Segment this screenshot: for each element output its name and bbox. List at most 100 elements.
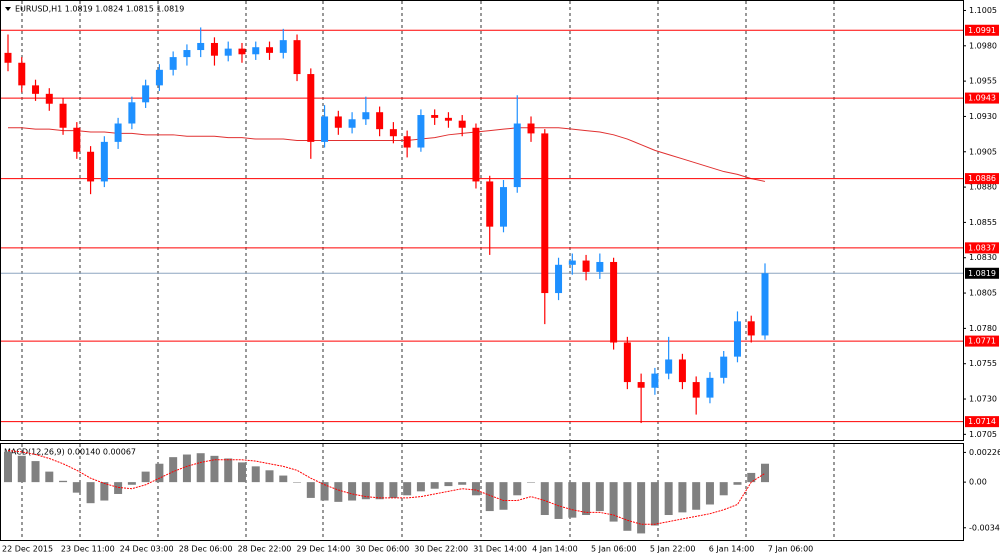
macd-bar [265, 470, 274, 483]
y-tick-label: 1.0755 [969, 359, 997, 368]
candle-body [706, 377, 714, 398]
y-tick-label: 1.0930 [969, 112, 997, 121]
macd-bar [306, 482, 315, 498]
level-label-box [965, 92, 999, 104]
candle-body [541, 133, 549, 294]
y-tick-label: -0.00347 [969, 523, 1000, 532]
level-label-box [965, 24, 999, 36]
candle-body [651, 373, 659, 388]
candle-body [197, 42, 205, 51]
macd-bar [389, 482, 398, 498]
candle-body [665, 359, 673, 374]
macd-bar [403, 482, 412, 496]
candle-body [293, 40, 301, 75]
level-label-box [965, 173, 999, 185]
macd-bar [609, 482, 618, 522]
y-tick-label: 1.0955 [969, 77, 997, 86]
candle-body [376, 112, 384, 130]
candle-body [486, 181, 494, 227]
level-label: 1.0837 [968, 243, 996, 252]
candle-body [720, 356, 728, 378]
level-label: 1.0943 [968, 94, 996, 103]
macd-bar [637, 482, 646, 534]
macd-bar [471, 482, 480, 496]
y-tick-label: 1.0705 [969, 430, 997, 439]
candle-body [472, 127, 480, 182]
candle-body [279, 40, 287, 53]
candle-body [389, 129, 397, 137]
macd-bar [72, 482, 81, 493]
candle-body [582, 260, 590, 272]
level-label-box [965, 416, 999, 428]
macd-bar [747, 472, 756, 483]
menu-icon [5, 7, 11, 11]
macd-bar [623, 482, 632, 531]
candle-body [252, 47, 260, 55]
candle-body [431, 115, 439, 118]
candle-body [403, 136, 411, 148]
x-tick-label: 30 Dec 06:00 [355, 545, 409, 554]
macd-bar [169, 457, 178, 483]
macd-bar [279, 475, 288, 483]
level-label-box [965, 335, 999, 347]
x-tick-label: 28 Dec 22:00 [238, 545, 292, 554]
candle-body [637, 382, 645, 388]
y-tick-label: 0.00226 [969, 448, 1000, 457]
y-tick-label: 1.0780 [969, 324, 997, 333]
x-tick-label: 30 Dec 22:00 [414, 545, 468, 554]
y-tick-label: 1.0905 [969, 147, 997, 156]
level-label: 1.0991 [968, 26, 996, 35]
macd-bar [540, 482, 549, 516]
level-label: 1.0714 [968, 417, 996, 426]
macd-bar [320, 482, 329, 501]
x-tick-label: 28 Dec 06:00 [179, 545, 233, 554]
macd-bar [17, 455, 26, 483]
level-label-box [965, 242, 999, 254]
macd-bar [251, 466, 260, 483]
candle-body [527, 123, 535, 134]
macd-bar [100, 482, 109, 501]
macd-bar [733, 482, 742, 485]
candle-body [321, 116, 329, 142]
signal-line [7, 450, 766, 525]
macd-bar [430, 482, 439, 489]
candle-body [114, 123, 122, 142]
candle-body [155, 69, 163, 86]
candle-body [458, 120, 466, 128]
macd-bar [513, 482, 522, 496]
candle-body [307, 74, 315, 142]
macd-bar [182, 454, 191, 483]
moving-average [8, 127, 766, 182]
macd-bar [237, 462, 246, 483]
candle-body [568, 260, 576, 265]
main-panel-border [0, 0, 964, 441]
macd-bar [127, 482, 136, 485]
y-tick-label: 1.0880 [969, 183, 997, 192]
macd-bar [650, 482, 659, 526]
macd-bar [582, 482, 591, 516]
macd-bar [444, 482, 453, 487]
macd-bar [31, 461, 40, 483]
macd-bar [114, 482, 123, 494]
x-tick-label: 5 Jan 22:00 [650, 545, 696, 554]
y-tick-label: 1.0805 [969, 289, 997, 298]
y-tick-label: 0.00 [969, 478, 987, 487]
macd-bar [678, 482, 687, 513]
candle-body [4, 52, 12, 63]
macd-bar [761, 463, 769, 483]
macd-bar [210, 455, 219, 483]
candle-body [142, 85, 150, 103]
macd-bar [375, 482, 384, 500]
candle-body [224, 48, 232, 56]
macd-bar [554, 482, 563, 519]
macd-bar [664, 482, 673, 516]
macd-bar [692, 482, 701, 510]
candle-body [169, 57, 177, 70]
macd-bar [361, 482, 370, 500]
x-tick-label: 7 Jan 06:00 [768, 545, 814, 554]
candle-body [362, 112, 370, 120]
y-tick-label: 1.1005 [969, 6, 997, 15]
y-tick-label: 1.0980 [969, 41, 997, 50]
candle-body [45, 93, 53, 104]
